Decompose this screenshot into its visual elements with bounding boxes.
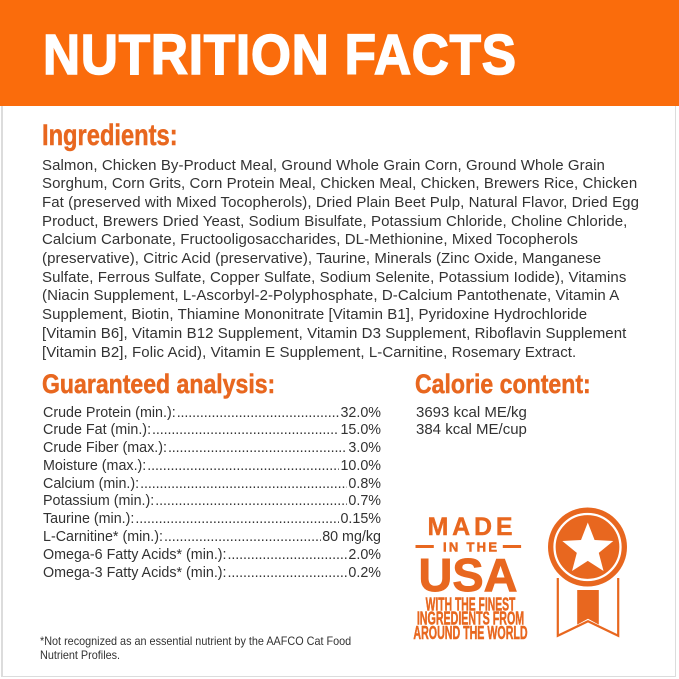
svg-text:WITH THE FINEST: WITH THE FINEST [426,593,516,614]
svg-text:USA: USA [419,549,518,601]
svg-text:IN THE: IN THE [443,539,497,554]
svg-text:AROUND THE WORLD: AROUND THE WORLD [413,622,527,643]
svg-text:MADE: MADE [428,513,513,541]
svg-text:INGREDIENTS FROM: INGREDIENTS FROM [417,608,524,629]
